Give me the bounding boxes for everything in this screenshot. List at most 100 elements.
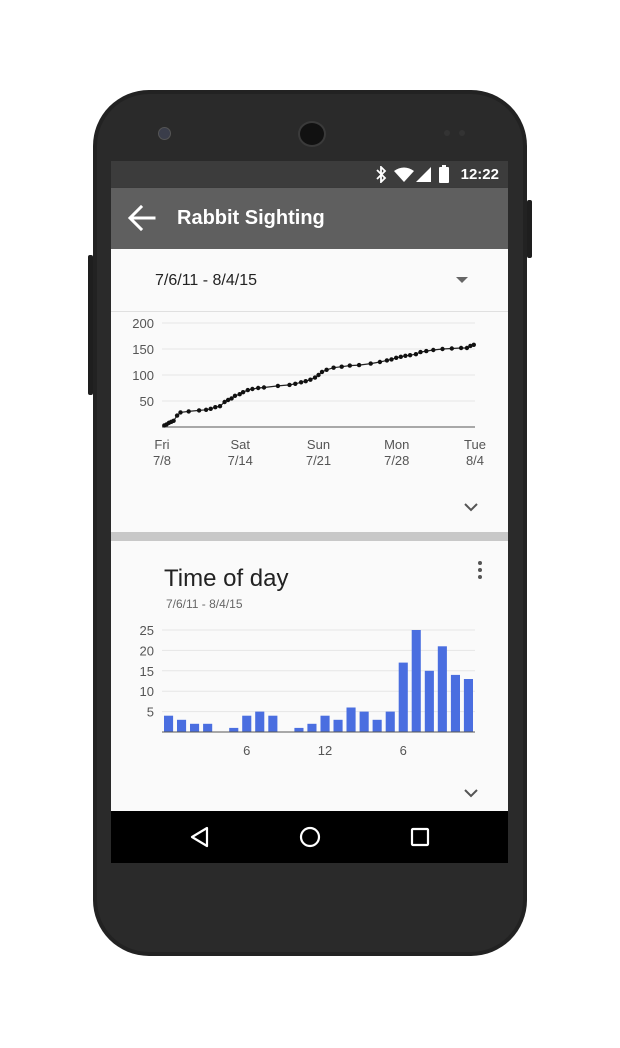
date-range-text: 7/6/11 - 8/4/15 (155, 272, 257, 289)
data-point (316, 372, 321, 378)
battery-icon (439, 165, 449, 183)
data-point (403, 353, 408, 358)
chevron-down-icon[interactable] (463, 501, 479, 513)
bar (372, 719, 382, 732)
front-camera (158, 127, 171, 140)
data-point (384, 358, 390, 363)
bar (346, 707, 356, 732)
data-point (217, 404, 223, 409)
x-tick-day: Sat (230, 437, 250, 452)
x-tick-date: 7/28 (384, 453, 409, 468)
bar (164, 715, 174, 732)
card-separator (111, 532, 508, 541)
data-point (186, 409, 191, 414)
nav-home-icon[interactable] (297, 824, 323, 850)
bar (190, 723, 200, 732)
data-point (324, 367, 329, 372)
data-point (440, 346, 445, 352)
y-tick-label: 5 (147, 705, 154, 720)
nav-recents-icon[interactable] (407, 824, 433, 850)
data-point (449, 346, 454, 351)
y-tick-label: 25 (140, 623, 154, 638)
data-point (213, 405, 218, 410)
data-point (471, 342, 476, 347)
status-bar: 12:22 (111, 161, 508, 188)
data-point (431, 347, 436, 353)
data-point (174, 413, 180, 418)
y-tick-label: 100 (132, 368, 154, 383)
data-point (256, 385, 261, 391)
data-point (308, 377, 313, 382)
power-button (527, 200, 532, 258)
y-tick-label: 15 (140, 664, 154, 679)
nav-back-icon[interactable] (187, 824, 213, 850)
data-point (464, 345, 470, 351)
x-tick-label: 6 (400, 743, 407, 758)
data-point (293, 381, 298, 386)
navigation-bar (111, 811, 508, 863)
data-point (389, 357, 394, 362)
sightings-card: 7/6/11 - 8/4/15 200 150 100 50 Fri 7/8 Sat 7/14… (111, 249, 508, 532)
series-line (164, 344, 474, 426)
y-tick-label: 150 (132, 342, 154, 357)
x-tick-day: Fri (154, 437, 169, 452)
x-tick-date: 7/14 (228, 453, 253, 468)
bar (424, 670, 434, 732)
data-point (312, 375, 318, 380)
data-point (178, 410, 183, 415)
bar (398, 662, 408, 732)
chevron-down-icon[interactable] (463, 787, 479, 799)
x-tick-day: Sun (307, 437, 330, 452)
data-point (303, 379, 308, 384)
bar (463, 679, 473, 732)
app-bar: Rabbit Sighting (111, 188, 508, 249)
data-point (356, 362, 362, 368)
data-point (261, 385, 267, 390)
data-point (331, 365, 336, 370)
bar (203, 723, 213, 732)
data-point (377, 359, 383, 365)
data-point (250, 386, 255, 392)
data-point (287, 382, 292, 388)
bar (385, 711, 395, 732)
data-point (245, 387, 250, 393)
data-point (229, 396, 234, 401)
data-point (196, 408, 202, 413)
data-point (171, 418, 176, 423)
light-sensor (459, 130, 465, 136)
back-arrow-icon[interactable] (127, 204, 157, 232)
data-point (468, 343, 473, 349)
y-tick-label: 20 (140, 643, 154, 658)
y-tick-label: 200 (132, 316, 154, 331)
data-point (339, 364, 344, 369)
bar (294, 727, 304, 732)
x-tick-date: 7/21 (306, 453, 331, 468)
dropdown-arrow-icon (456, 277, 468, 283)
screen: 12:22 Rabbit Sighting 7/6/11 - 8/4/15 20… (111, 161, 508, 863)
date-range-dropdown[interactable]: 7/6/11 - 8/4/15 (111, 249, 508, 311)
data-point (232, 393, 238, 398)
more-vert-icon[interactable] (473, 559, 487, 581)
data-point (237, 392, 242, 397)
earpiece-speaker (298, 121, 326, 147)
status-time: 12:22 (460, 166, 499, 183)
x-tick-date: 7/8 (153, 453, 171, 468)
bar (359, 711, 369, 732)
data-point (240, 390, 246, 395)
proximity-sensor (444, 130, 450, 136)
data-point (407, 353, 413, 358)
y-tick-label: 50 (140, 394, 154, 409)
bar (242, 715, 252, 732)
bar (268, 715, 278, 732)
bar (450, 674, 460, 732)
data-point (203, 407, 209, 412)
data-point (222, 399, 227, 405)
data-point (368, 361, 373, 366)
data-point (347, 363, 352, 368)
data-point (275, 383, 281, 389)
bar (411, 630, 421, 732)
data-point (458, 345, 464, 351)
data-point (424, 348, 429, 354)
data-point (418, 349, 423, 355)
